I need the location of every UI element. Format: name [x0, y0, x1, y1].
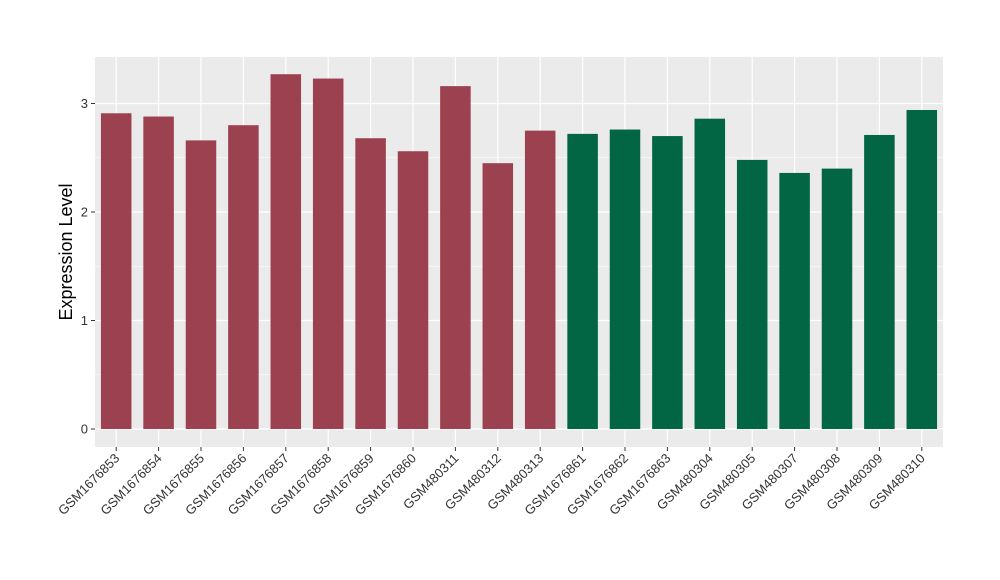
- bar-GSM1676856: [228, 125, 259, 429]
- bar-GSM480313: [524, 130, 556, 429]
- bar-layer: [100, 74, 938, 430]
- bar-GSM1676860: [397, 151, 429, 430]
- bar-GSM1676859: [355, 138, 386, 429]
- bar-GSM1676862: [609, 129, 641, 430]
- bar-GSM480309: [864, 134, 895, 429]
- bar-GSM1676861: [567, 133, 598, 429]
- plot-panel: [95, 57, 943, 447]
- y-tick-label: 3: [81, 96, 88, 111]
- y-tick-label: 0: [81, 422, 88, 437]
- bar-GSM1676858: [312, 78, 344, 430]
- bar-GSM480308: [821, 168, 853, 429]
- bar-GSM480310: [906, 110, 938, 429]
- y-tick-label: 1: [81, 313, 88, 328]
- bar-GSM1676857: [270, 74, 302, 429]
- bar-GSM1676853: [100, 113, 132, 429]
- bar-GSM1676863: [652, 136, 683, 430]
- bar-GSM480312: [482, 163, 514, 430]
- bar-GSM480304: [694, 118, 726, 429]
- y-axis-title: Expression Level: [56, 183, 76, 320]
- y-tick-label: 2: [81, 205, 88, 220]
- bar-GSM1676855: [185, 140, 217, 429]
- bar-GSM480311: [440, 86, 471, 429]
- bar-GSM480307: [779, 172, 810, 429]
- bar-GSM480305: [736, 159, 768, 430]
- bar-GSM1676854: [143, 116, 174, 430]
